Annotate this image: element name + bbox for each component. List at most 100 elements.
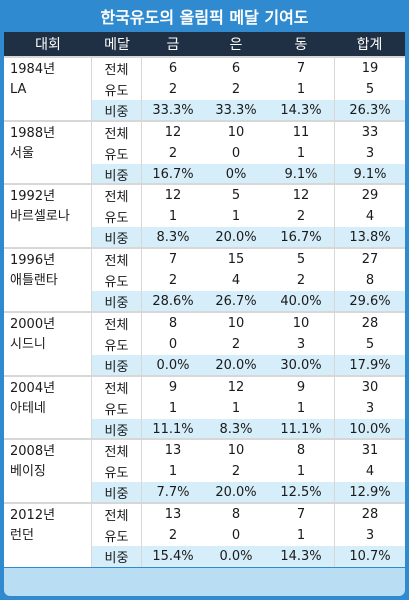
cell-total: 17.9% (334, 354, 405, 376)
cell-silver: 6 (231, 61, 241, 76)
cell-gold: 11.1% (152, 421, 194, 437)
games-year: 2012년 (10, 507, 56, 523)
cell-label: 유도 (92, 397, 142, 419)
cell-gold: 2 (168, 273, 178, 289)
cell-label: 유도 (92, 333, 142, 355)
cell-gold: 13 (164, 506, 182, 522)
cell-total: 3 (334, 397, 405, 419)
table-row: 전체 8 10 10 28 (92, 312, 405, 335)
cell-silver: 20.0% (215, 230, 257, 246)
games-cell: 2000년 시드니 (4, 312, 92, 376)
table-row: 유도 2 4 2 8 (92, 270, 405, 293)
games-year: 2008년 (10, 444, 56, 460)
cell-label: 유도 (92, 206, 142, 228)
cell-total: 4 (334, 461, 405, 483)
cell-silver: 8 (231, 506, 241, 522)
cell-total: 5 (334, 333, 405, 355)
cell-bronze: 9 (296, 379, 306, 395)
cell-bronze: 3 (296, 336, 306, 352)
games-cell: 1988년 서울 (4, 121, 92, 185)
cell-total: 9.1% (334, 163, 405, 185)
cell-gold: 15.4% (152, 548, 194, 564)
cell-label: 비중 (92, 482, 142, 504)
table-row: 유도 2 0 1 3 (92, 142, 405, 165)
cell-silver: 0.0% (219, 548, 253, 564)
cell-silver: 0 (231, 527, 241, 543)
table-row: 유도 1 2 1 4 (92, 461, 405, 484)
table-row: 전체 9 12 9 30 (92, 376, 405, 399)
games-group: 1996년 애틀랜타 전체 7 15 5 27 유도 2 4 2 8 비중 28.6% 26.7% 40.0%… (4, 247, 405, 313)
cell-silver: 5 (231, 188, 241, 204)
cell-label: 유도 (92, 461, 142, 483)
table-row: 유도 0 2 3 5 (92, 333, 405, 356)
cell-gold: 33.3% (152, 103, 194, 118)
cell-gold: 13 (164, 443, 182, 459)
header-total: 합계 (356, 37, 383, 53)
medal-table: 대회 메달 금 은 동 합계 1984년 LA 전체 6 6 7 19 유도 2 2 1 5 비중 33.… (4, 32, 405, 567)
table-row: 전체 7 15 5 27 (92, 249, 405, 272)
cell-total: 31 (334, 440, 405, 462)
cell-label: 유도 (92, 142, 142, 164)
table-row: 전체 13 8 7 28 (92, 503, 405, 526)
table-header: 대회 메달 금 은 동 합계 (4, 32, 405, 56)
cell-label: 비중 (92, 100, 142, 121)
games-cell: 1996년 애틀랜타 (4, 249, 92, 313)
cell-total: 30 (334, 376, 405, 398)
cell-gold: 9 (168, 379, 178, 395)
cell-bronze: 11.1% (280, 421, 322, 437)
cell-bronze: 7 (296, 61, 306, 76)
table-row: 전체 12 10 11 33 (92, 121, 405, 144)
header-games: 대회 (35, 37, 61, 53)
cell-silver: 10 (227, 315, 245, 331)
cell-label: 전체 (92, 185, 142, 207)
games-city: 바르셀로나 (10, 209, 70, 225)
games-city: 아테네 (10, 400, 46, 416)
cell-bronze: 14.3% (280, 103, 322, 118)
cell-label: 유도 (92, 79, 142, 100)
cell-bronze: 30.0% (280, 357, 322, 373)
cell-silver: 15 (227, 252, 245, 268)
cell-gold: 7 (168, 252, 178, 268)
cell-total: 26.3% (334, 100, 405, 121)
cell-bronze: 1 (296, 400, 306, 416)
cell-total: 12.9% (334, 482, 405, 504)
cell-gold: 1 (168, 209, 178, 225)
cell-total: 28 (334, 503, 405, 525)
cell-gold: 16.7% (152, 166, 194, 182)
cell-total: 8 (334, 270, 405, 292)
games-city: 서울 (10, 145, 34, 161)
games-cell: 2004년 아테네 (4, 376, 92, 440)
cell-bronze: 1 (296, 464, 306, 480)
table-row: 유도 1 1 2 4 (92, 206, 405, 229)
table-row: 전체 6 6 7 19 (92, 58, 405, 80)
cell-silver: 12 (227, 379, 245, 395)
cell-label: 전체 (92, 503, 142, 525)
games-year: 1996년 (10, 253, 56, 269)
cell-gold: 8 (168, 315, 178, 331)
cell-silver: 33.3% (215, 103, 257, 118)
cell-label: 전체 (92, 249, 142, 271)
cell-gold: 1 (168, 400, 178, 416)
cell-bronze: 1 (296, 527, 306, 543)
cell-label: 전체 (92, 58, 142, 79)
cell-label: 비중 (92, 418, 142, 440)
cell-silver: 0 (231, 145, 241, 161)
cell-total: 27 (334, 249, 405, 271)
cell-bronze: 12 (292, 188, 310, 204)
cell-label: 전체 (92, 121, 142, 143)
cell-gold: 7.7% (156, 485, 190, 501)
cell-bronze: 11 (292, 124, 310, 140)
games-year: 1984년 (10, 62, 56, 77)
cell-label: 전체 (92, 440, 142, 462)
cell-gold: 1 (168, 464, 178, 480)
table-row: 유도 1 1 1 3 (92, 397, 405, 420)
cell-total: 3 (334, 524, 405, 546)
cell-label: 비중 (92, 291, 142, 313)
cell-silver: 2 (231, 464, 241, 480)
cell-silver: 8.3% (219, 421, 253, 437)
cell-silver: 20.0% (215, 485, 257, 501)
cell-gold: 12 (164, 124, 182, 140)
cell-silver: 2 (231, 82, 241, 97)
cell-silver: 20.0% (215, 357, 257, 373)
cell-label: 비중 (92, 227, 142, 249)
